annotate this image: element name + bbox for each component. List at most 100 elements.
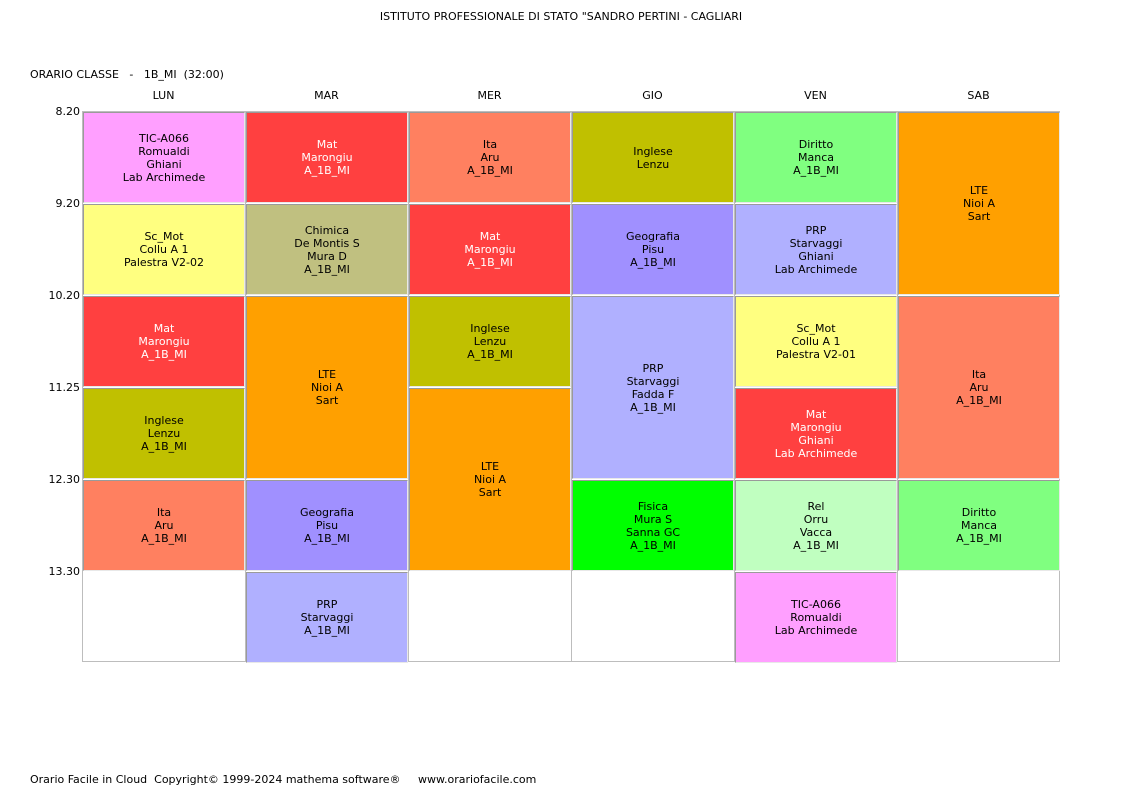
lesson-block[interactable]: Mat Marongiu A_1B_MI (409, 204, 571, 295)
lesson-line: Lenzu (636, 157, 670, 171)
lesson-block[interactable]: Geografia Pisu A_1B_MI (246, 480, 408, 571)
lesson-line: Sanna GC (625, 525, 681, 539)
lesson-block[interactable]: Ita Aru A_1B_MI (83, 480, 245, 571)
day-header-gio: GIO (642, 89, 663, 102)
lesson-line: TIC-A066 (791, 598, 841, 611)
lesson-line: Mat (479, 230, 501, 243)
time-label: 13.30 (48, 565, 81, 578)
lesson-block[interactable]: Inglese Lenzu (572, 112, 734, 203)
lesson-line: Marongiu (301, 151, 353, 164)
day-header-lun: LUN (152, 89, 175, 102)
lesson-line: Ghiani (146, 157, 182, 171)
lesson-block[interactable]: Sc_Mot Collu A 1 Palestra V2-01 (735, 296, 897, 387)
lesson-block[interactable]: TIC-A066 Romualdi Lab Archimede (735, 572, 897, 663)
lesson-line: Inglese (470, 322, 510, 335)
lesson-line: A_1B_MI (304, 532, 350, 545)
lesson-block[interactable]: PRP Starvaggi Fadda F A_1B_MI (572, 296, 734, 479)
lesson-block[interactable]: Sc_Mot Collu A 1 Palestra V2-02 (83, 204, 245, 295)
lesson-line: Rel (807, 499, 825, 513)
lesson-line: A_1B_MI (793, 538, 839, 552)
lesson-line: A_1B_MI (630, 538, 676, 552)
lesson-line: A_1B_MI (141, 348, 187, 361)
lesson-line: Aru (480, 151, 500, 164)
column-divider (734, 111, 735, 662)
lesson-line: Romualdi (790, 611, 842, 624)
day-header-mer: MER (477, 89, 502, 102)
lesson-block[interactable]: Mat Marongiu Ghiani Lab Archimede (735, 388, 897, 479)
lesson-line: Starvaggi (626, 374, 680, 388)
lesson-line: Lab Archimede (774, 262, 858, 276)
footer-copyright: Orario Facile in Cloud Copyright© 1999-2… (30, 773, 537, 786)
lesson-block[interactable]: LTE Nioi A Sart (246, 296, 408, 479)
lesson-block[interactable]: TIC-A066 Romualdi Ghiani Lab Archimede (83, 112, 245, 203)
lesson-block[interactable]: Diritto Manca A_1B_MI (735, 112, 897, 203)
lesson-block[interactable]: Ita Aru A_1B_MI (898, 296, 1060, 479)
lesson-line: Ghiani (798, 249, 834, 263)
lesson-block[interactable]: Diritto Manca A_1B_MI (898, 480, 1060, 571)
lesson-line: Lab Archimede (774, 624, 858, 637)
lesson-line: Romualdi (138, 144, 190, 158)
lesson-block[interactable]: LTE Nioi A Sart (409, 388, 571, 571)
lesson-block[interactable]: Inglese Lenzu A_1B_MI (83, 388, 245, 479)
lesson-line: Palestra V2-01 (776, 348, 856, 361)
lesson-line: LTE (317, 368, 337, 381)
lesson-line: LTE (480, 460, 500, 473)
lesson-line: Nioi A (962, 197, 996, 210)
lesson-line: PRP (316, 598, 338, 611)
lesson-line: A_1B_MI (467, 256, 513, 269)
lesson-line: Mat (153, 322, 175, 335)
lesson-line: Pisu (641, 243, 665, 256)
lesson-line: LTE (969, 184, 989, 197)
lesson-line: PRP (805, 223, 827, 237)
lesson-line: A_1B_MI (956, 532, 1002, 545)
lesson-line: Ita (156, 506, 172, 519)
lesson-line: A_1B_MI (141, 440, 187, 453)
lesson-line: Ita (971, 368, 987, 381)
time-label: 10.20 (48, 289, 81, 302)
lesson-block[interactable]: PRP Starvaggi Ghiani Lab Archimede (735, 204, 897, 295)
lesson-line: Marongiu (138, 335, 190, 348)
lesson-line: Sart (478, 486, 502, 499)
lesson-line: De Montis S (294, 236, 360, 250)
lesson-line: A_1B_MI (630, 256, 676, 269)
lesson-block[interactable]: LTE Nioi A Sart (898, 112, 1060, 295)
lesson-line: Starvaggi (789, 236, 843, 250)
lesson-block[interactable]: Mat Marongiu A_1B_MI (83, 296, 245, 387)
lesson-line: A_1B_MI (304, 164, 350, 177)
lesson-block[interactable]: Fisica Mura S Sanna GC A_1B_MI (572, 480, 734, 571)
lesson-line: Aru (154, 519, 174, 532)
lesson-block[interactable]: Geografia Pisu A_1B_MI (572, 204, 734, 295)
lesson-line: Lenzu (473, 335, 507, 348)
lesson-line: A_1B_MI (304, 624, 350, 637)
lesson-block[interactable]: Inglese Lenzu A_1B_MI (409, 296, 571, 387)
lesson-line: Sc_Mot (144, 230, 184, 243)
lesson-line: Diritto (798, 138, 834, 151)
day-header-mar: MAR (314, 89, 339, 102)
lesson-line: Pisu (315, 519, 339, 532)
lesson-block[interactable]: Mat Marongiu A_1B_MI (246, 112, 408, 203)
time-label: 8.20 (55, 105, 81, 118)
lesson-line: A_1B_MI (630, 400, 676, 414)
lesson-line: Mat (805, 407, 827, 421)
lesson-line: Palestra V2-02 (124, 256, 204, 269)
lesson-line: Aru (969, 381, 989, 394)
lesson-block[interactable]: Rel Orru Vacca A_1B_MI (735, 480, 897, 571)
lesson-line: A_1B_MI (956, 394, 1002, 407)
lesson-line: Mat (316, 138, 338, 151)
column-divider (408, 111, 409, 662)
lesson-line: Manca (798, 151, 834, 164)
lesson-block[interactable]: Chimica De Montis S Mura D A_1B_MI (246, 204, 408, 295)
lesson-line: Geografia (626, 230, 680, 243)
lesson-line: Sart (967, 210, 991, 223)
lesson-line: A_1B_MI (793, 164, 839, 177)
day-header-sab: SAB (967, 89, 990, 102)
lesson-line: Manca (961, 519, 997, 532)
lesson-block[interactable]: PRP Starvaggi A_1B_MI (246, 572, 408, 663)
lesson-block[interactable]: Ita Aru A_1B_MI (409, 112, 571, 203)
column-divider (245, 111, 246, 662)
lesson-line: Starvaggi (300, 611, 354, 624)
lesson-line: A_1B_MI (304, 262, 350, 276)
lesson-line: Geografia (300, 506, 354, 519)
lesson-line: Inglese (633, 144, 673, 158)
lesson-line: Inglese (144, 414, 184, 427)
